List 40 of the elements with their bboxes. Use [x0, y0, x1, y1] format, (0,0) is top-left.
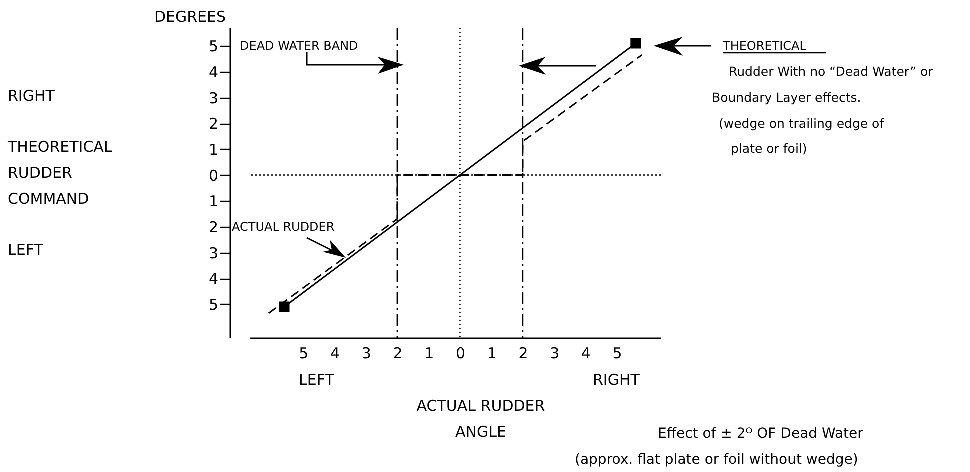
x-axis-title: ACTUAL RUDDER ANGLE	[416, 397, 546, 441]
y-tick-label: 3	[208, 89, 218, 108]
y-tick-label: 5	[208, 38, 218, 56]
x-tick-label: 1	[424, 344, 434, 362]
y-tick-label: 4	[208, 270, 218, 288]
x-tick-label: 4	[581, 344, 591, 362]
text: LEFT	[8, 241, 44, 259]
text: (approx. flat plate or foil without wedge)	[575, 452, 858, 468]
x-tick-label: 5	[612, 344, 622, 362]
y-tick-label: 1	[208, 192, 218, 211]
x-tick-label: 3	[362, 344, 372, 362]
text: Rudder With no “Dead Water” or	[729, 64, 934, 79]
text: Effect of ± 2ᴼ OF Dead Water	[658, 426, 864, 442]
annotation: DEAD WATER BAND	[240, 39, 358, 53]
x-tick-label: 4	[330, 344, 340, 362]
x-tick-label: 3	[550, 344, 560, 362]
x-tick-label: 2	[518, 344, 528, 362]
text: LEFT	[299, 371, 336, 389]
text: Boundary Layer effects.	[712, 90, 862, 105]
x-tick-label: 5	[299, 344, 309, 362]
text: COMMAND	[8, 190, 90, 208]
y-tick-label: 3	[208, 244, 218, 262]
text: THEORETICAL	[722, 39, 807, 53]
text: (wedge on trailing edge of	[719, 116, 885, 131]
text: RIGHT	[8, 87, 56, 105]
x-tick-label: 0	[456, 344, 466, 362]
text: plate or foil)	[731, 141, 808, 156]
y-tick-label: 4	[208, 63, 218, 82]
text: RUDDER	[8, 164, 72, 182]
text: THEORETICAL	[7, 138, 113, 156]
annotation: ACTUAL RUDDER	[232, 220, 335, 234]
y-tick-label: 2	[208, 115, 218, 134]
x-tick-label: 2	[393, 344, 403, 362]
y-tick-label: 5	[208, 296, 218, 314]
y-tick-label: 0	[208, 166, 218, 185]
x-tick-label: 1	[487, 344, 497, 362]
y-tick-label: 2	[208, 218, 218, 236]
y-tick-label: 1	[208, 140, 218, 159]
text: DEGREES	[154, 8, 226, 26]
text: RIGHT	[593, 371, 641, 389]
